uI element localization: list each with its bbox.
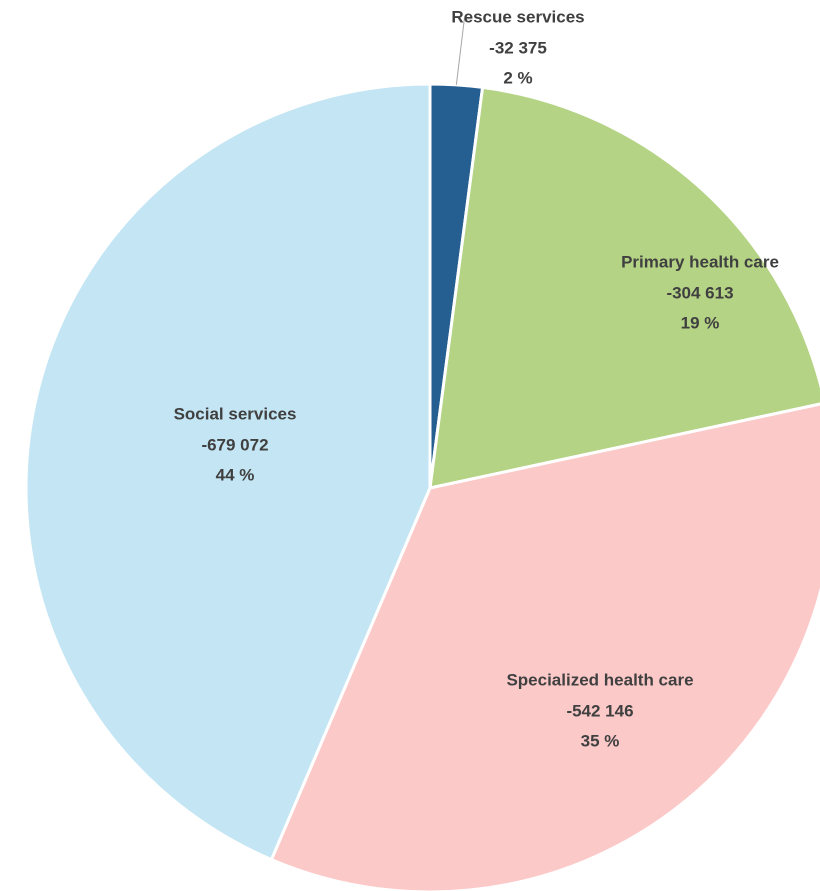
slice-label: Specialized health care: [506, 670, 693, 689]
slice-label: Primary health care: [621, 252, 779, 271]
slice-value: -679 072: [201, 435, 268, 454]
slice-value: -32 375: [489, 38, 547, 57]
slice-label: Social services: [174, 404, 297, 423]
pie-slice: [269, 402, 820, 891]
pie-slice: [428, 85, 820, 490]
pie-slice: [24, 82, 432, 862]
leader-line: [455, 18, 473, 85]
slice-value: -542 146: [566, 701, 633, 720]
slice-label: Rescue services: [451, 7, 584, 26]
slice-percent: 2 %: [503, 68, 532, 87]
slice-percent: 35 %: [581, 731, 620, 750]
slice-percent: 19 %: [681, 313, 720, 332]
slice-value: -304 613: [666, 283, 733, 302]
slice-percent: 44 %: [216, 465, 255, 484]
